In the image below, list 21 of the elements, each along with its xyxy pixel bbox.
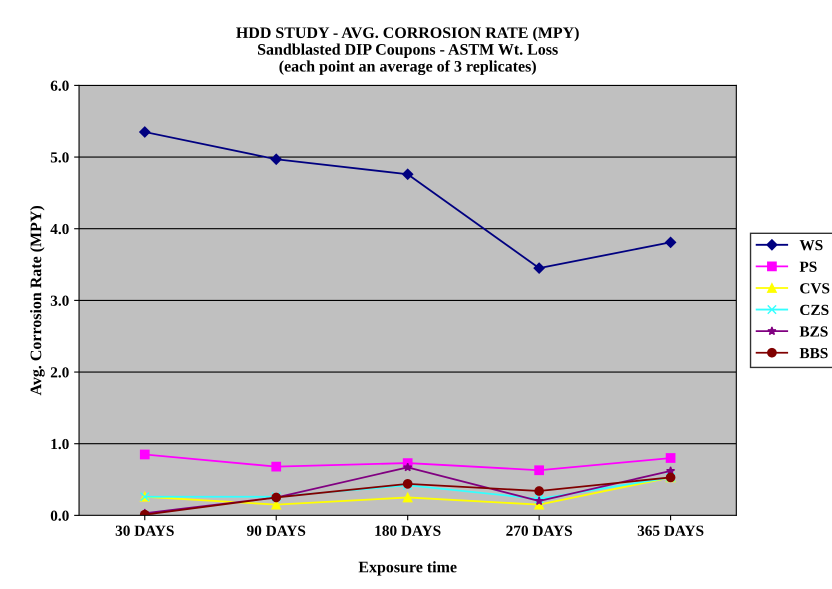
legend-label: CVS bbox=[800, 283, 830, 294]
y-axis-title: Avg. Corrosion Rate (MPY) bbox=[30, 206, 45, 396]
y-tick-label: 4.0 bbox=[50, 224, 69, 234]
y-tick-label: 0.0 bbox=[50, 510, 69, 521]
legend-label: CZS bbox=[800, 304, 828, 316]
x-tick-label: 90 DAYS bbox=[246, 526, 306, 536]
x-axis-title: Exposure time bbox=[358, 561, 457, 576]
legend-label: BZS bbox=[800, 326, 828, 337]
y-tick-label: 1.0 bbox=[51, 438, 69, 450]
legend-label: BBS bbox=[800, 348, 828, 358]
x-tick-label: 270 DAYS bbox=[506, 526, 572, 536]
legend-label: PS bbox=[800, 262, 817, 272]
chart-title: HDD STUDY - AVG. CORROSION RATE (MPY) Sandblasted DIP Coupons - ASTM Wt. Loss (each point an average of 3 replicates) bbox=[236, 26, 579, 76]
y-tick-label: 6.0 bbox=[50, 80, 69, 91]
x-tick-label: 30 DAYS bbox=[116, 526, 174, 536]
y-tick-label: 2.0 bbox=[50, 367, 69, 378]
y-tick-label: 5.0 bbox=[50, 152, 69, 163]
legend-label: WS bbox=[800, 240, 823, 250]
x-tick-label: 180 DAYS bbox=[375, 526, 440, 536]
y-tick-label: 3.0 bbox=[50, 296, 69, 306]
x-tick-label: 365 DAYS bbox=[638, 526, 704, 536]
